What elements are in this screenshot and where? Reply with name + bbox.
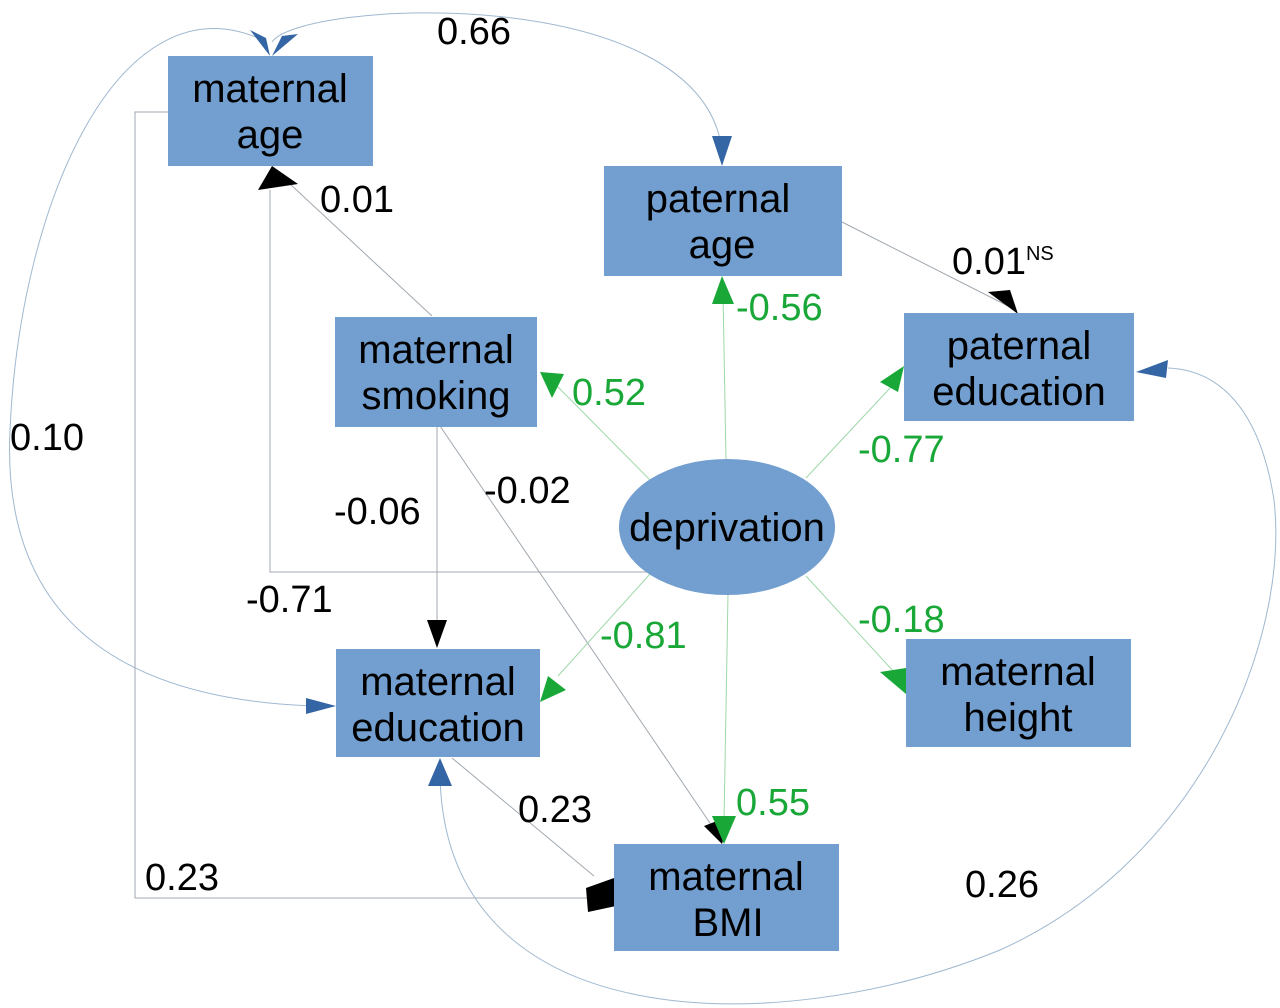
arrowhead-mbmi-left: [586, 878, 616, 912]
arrowhead-mage-left: [250, 30, 270, 56]
edge-mage-page: [271, 12, 723, 151]
label-maternal-height-line2: height: [964, 696, 1073, 740]
coef-msmoking-mbmi: -0.02: [484, 470, 571, 512]
label-maternal-smoking-line1: maternal: [358, 328, 514, 372]
box-maternal-education: [336, 649, 540, 757]
box-maternal-height: [906, 639, 1131, 747]
arrowhead-peducation-left: [880, 366, 904, 392]
node-maternal-education: maternal education: [336, 649, 540, 757]
coef-page-peducation-superscript: NS: [1026, 243, 1054, 265]
node-maternal-bmi: maternal BMI: [614, 844, 839, 951]
coef-msmoking-mage: 0.01: [320, 179, 394, 221]
label-paternal-education-line2: education: [932, 370, 1105, 414]
coef-mage-page: 0.66: [437, 11, 511, 53]
arrowhead-mage-right: [272, 34, 298, 56]
arrowhead-msmoking-right: [540, 372, 564, 398]
label-maternal-smoking-line2: smoking: [362, 374, 511, 418]
coef-meducation-peducation: 0.26: [965, 864, 1039, 906]
label-paternal-age-line1: paternal: [646, 177, 791, 221]
coef-page-peducation-value: 0.01: [952, 241, 1026, 283]
edge-dep-mheight: [805, 575, 895, 673]
box-maternal-bmi: [614, 844, 839, 951]
edge-msmoking-mbmi: [439, 425, 713, 827]
edge-mage-mbmi: [134, 111, 594, 899]
edge-page-peducation: [841, 221, 1009, 307]
edge-dep-page: [722, 291, 727, 461]
edge-dep-mage: [269, 190, 652, 573]
edge-msmoking-mage: [289, 183, 433, 317]
coef-dep-mbmi: 0.55: [736, 782, 810, 824]
label-maternal-education-line1: maternal: [360, 660, 516, 704]
arrowhead-meducation-top: [427, 620, 447, 648]
arrowhead-page-bottom: [712, 276, 734, 304]
node-maternal-height: maternal height: [906, 639, 1131, 747]
coef-meducation-mbmi: 0.23: [518, 789, 592, 831]
coef-msmoking-meducation: -0.06: [334, 491, 421, 533]
coef-dep-mage: -0.71: [246, 579, 333, 621]
label-maternal-education-line2: education: [351, 706, 524, 750]
box-paternal-age: [604, 166, 842, 276]
coef-dep-meducation: -0.81: [600, 615, 687, 657]
node-maternal-age: maternal age: [168, 56, 373, 166]
coef-dep-page: -0.56: [736, 287, 823, 329]
box-maternal-age: [168, 56, 373, 166]
arrowhead-page-top: [712, 136, 732, 166]
arrowheads: [250, 30, 1168, 912]
label-maternal-age-line2: age: [237, 113, 304, 157]
node-maternal-smoking: maternal smoking: [335, 317, 537, 427]
coef-mage-mbmi: 0.23: [145, 857, 219, 899]
label-deprivation: deprivation: [629, 506, 825, 550]
label-maternal-bmi-line1: maternal: [648, 855, 804, 899]
edge-meducation-mbmi: [451, 757, 595, 877]
box-maternal-smoking: [335, 317, 537, 427]
arrowhead-peducation-right: [1136, 360, 1168, 378]
ellipse-deprivation: [619, 459, 835, 595]
arrowhead-peducation-top: [988, 290, 1018, 314]
label-maternal-bmi-line2: BMI: [692, 901, 763, 945]
label-paternal-age-line2: age: [689, 223, 756, 267]
label-maternal-age-line1: maternal: [192, 67, 348, 111]
arrowhead-meducation-right: [540, 676, 566, 702]
coef-dep-mheight: -0.18: [858, 599, 945, 641]
edge-meducation-peducation: [439, 367, 1277, 1005]
label-paternal-education-line1: paternal: [947, 324, 1092, 368]
edge-dep-meducation: [557, 573, 651, 677]
coef-dep-msmoking: 0.52: [572, 372, 646, 414]
connectors: [9, 12, 1277, 1005]
coef-mage-meducation: 0.10: [10, 417, 84, 459]
coef-dep-peducation: -0.77: [858, 429, 945, 471]
label-maternal-height-line1: maternal: [940, 650, 1096, 694]
node-paternal-age: paternal age: [604, 166, 842, 276]
arrowhead-meducation-bottom: [428, 758, 452, 786]
arrowhead-meducation-left-blue: [306, 698, 336, 714]
arrowhead-mbmi-top-green: [712, 816, 736, 844]
edge-dep-peducation: [805, 385, 893, 479]
arrowhead-mheight-left: [880, 668, 906, 694]
edge-dep-mbmi: [723, 593, 729, 823]
edge-dep-msmoking: [555, 384, 651, 481]
node-deprivation: deprivation: [619, 459, 835, 595]
arrowhead-mage-bottom: [258, 166, 298, 190]
coefficient-labels: 0.66 0.01 0.01NS -0.56 0.52 0.10 -0.77 -…: [10, 11, 1054, 906]
node-paternal-education: paternal education: [904, 313, 1134, 421]
coef-page-peducation: 0.01NS: [952, 241, 1054, 283]
edge-mage-meducation: [9, 28, 313, 707]
box-paternal-education: [904, 313, 1134, 421]
